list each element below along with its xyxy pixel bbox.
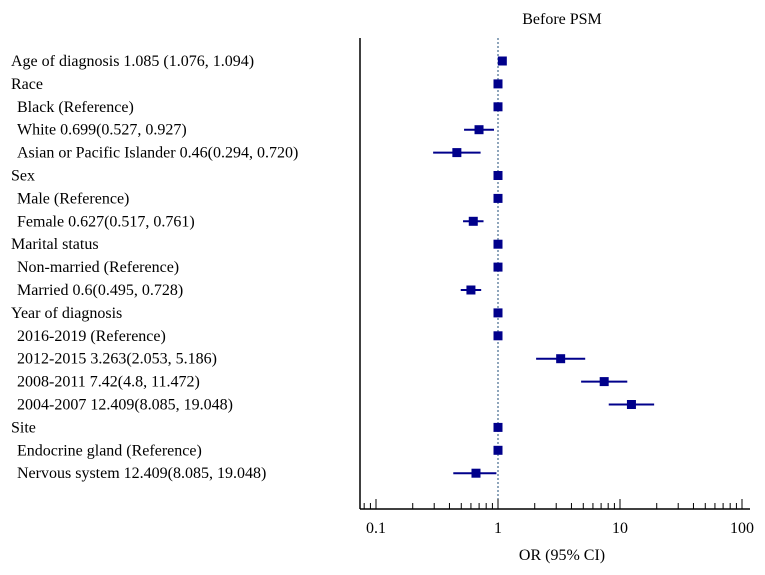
chart-title: Before PSM xyxy=(522,11,602,28)
row-label: 2016-2019 (Reference) xyxy=(17,328,166,345)
estimate-marker xyxy=(493,331,503,341)
x-axis-label: OR (95% CI) xyxy=(519,547,605,564)
row-label: Age of diagnosis 1.085 (1.076, 1.094) xyxy=(11,53,254,70)
estimate-marker xyxy=(493,102,503,112)
axes xyxy=(359,38,750,510)
estimate-marker xyxy=(452,148,462,158)
estimate-marker xyxy=(493,79,503,89)
row-label: 2008-2011 7.42(4.8, 11.472) xyxy=(17,374,200,391)
row-label: Non-married (Reference) xyxy=(17,259,179,276)
estimate-marker xyxy=(497,56,507,66)
estimate-marker xyxy=(493,171,503,180)
row-label: 2004-2007 12.409(8.085, 19.048) xyxy=(17,397,233,414)
tick-label: 100 xyxy=(730,520,754,537)
estimate-marker xyxy=(556,354,566,364)
estimate-marker xyxy=(493,445,503,455)
estimate-marker xyxy=(626,400,636,409)
row-label: Asian or Pacific Islander 0.46(0.294, 0.… xyxy=(17,145,298,162)
tick-label: 0.1 xyxy=(366,520,386,537)
estimate-marker xyxy=(468,216,478,226)
estimate-marker xyxy=(493,239,503,249)
estimate-marker xyxy=(466,285,476,295)
estimate-marker xyxy=(474,125,484,135)
estimate-marker xyxy=(493,193,503,203)
row-label: Sex xyxy=(11,168,35,185)
row-label: Black (Reference) xyxy=(17,99,134,116)
estimate-marker xyxy=(493,308,503,318)
row-label: Site xyxy=(11,419,36,436)
row-label: Year of diagnosis xyxy=(11,305,122,322)
row-label: Endocrine gland (Reference) xyxy=(17,442,202,459)
row-label: Male (Reference) xyxy=(17,190,129,207)
row-label: Married 0.6(0.495, 0.728) xyxy=(17,282,183,299)
row-label: White 0.699(0.527, 0.927) xyxy=(17,122,187,139)
row-label: 2012-2015 3.263(2.053, 5.186) xyxy=(17,351,217,368)
estimate-marker xyxy=(493,422,503,432)
row-label: Nervous system 12.409(8.085, 19.048) xyxy=(17,465,266,482)
estimate-marker xyxy=(599,377,609,387)
row-label: Female 0.627(0.517, 0.761) xyxy=(17,213,195,230)
row-labels: Age of diagnosis 1.085 (1.076, 1.094) Rac… xyxy=(11,53,298,482)
estimate-markers xyxy=(433,56,655,478)
row-label: Marital status xyxy=(11,236,99,253)
estimate-marker xyxy=(471,468,481,478)
estimate-marker xyxy=(493,262,503,272)
row-label: Race xyxy=(11,76,43,93)
tick-label: 10 xyxy=(612,520,628,537)
x-axis-ticks: 0.1 1 10 100 xyxy=(363,499,754,537)
tick-label: 1 xyxy=(494,520,502,537)
